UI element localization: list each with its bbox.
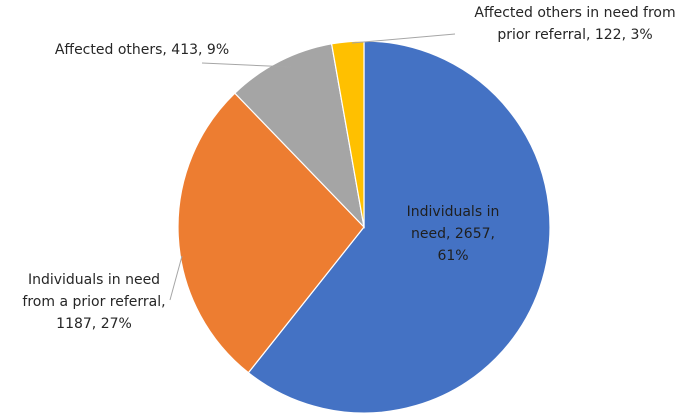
data-label-affected-others-in-need-from-prior-referral: Affected others in need from prior referr… xyxy=(474,5,675,43)
data-label-line: Individuals in xyxy=(407,204,500,220)
leader-line-individuals-in-need-from-a-prior-referral xyxy=(169,255,183,301)
data-label-individuals-in-need-from-a-prior-referral: Individuals in need from a prior referral… xyxy=(22,272,165,332)
leader-line-affected-others-in-need-from-prior-referral xyxy=(351,33,456,44)
pie-slice-individuals-in-need xyxy=(247,40,551,413)
data-label-line: 61% xyxy=(437,248,468,264)
data-label-line: need, 2657, xyxy=(411,226,495,242)
data-label-line: Individuals in need xyxy=(28,272,160,288)
data-label-line: 1187, 27% xyxy=(56,316,132,332)
data-label-individuals-in-need: Individuals in need, 2657, 61% xyxy=(407,204,500,264)
data-label-line: from a prior referral, xyxy=(22,294,165,310)
leader-lines xyxy=(169,33,456,301)
pie-slice-individuals-in-need-from-a-prior-referral xyxy=(177,92,365,374)
data-label-line: prior referral, 122, 3% xyxy=(497,27,652,43)
data-label-line: Affected others in need from xyxy=(474,5,675,21)
leader-line-affected-others xyxy=(201,62,292,68)
pie-slices xyxy=(177,40,551,413)
data-label-line: Affected others, 413, 9% xyxy=(55,42,229,58)
pie-slice-affected-others xyxy=(233,43,365,229)
data-label-affected-others: Affected others, 413, 9% xyxy=(55,42,229,58)
data-labels: Individuals in need, 2657, 61%Individuals … xyxy=(22,5,675,332)
pie-slice-affected-others-in-need-from-prior-referral xyxy=(330,40,365,228)
